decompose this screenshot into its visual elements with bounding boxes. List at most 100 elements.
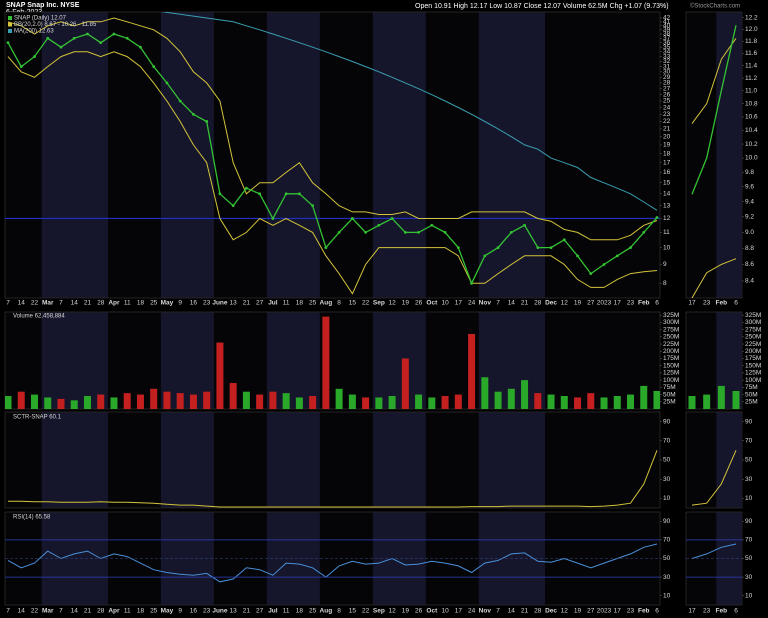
panel bbox=[4, 11, 661, 299]
x-tick-label: Mar bbox=[42, 300, 54, 307]
bb-upper bbox=[691, 38, 737, 124]
y-tick-label: 90 bbox=[663, 418, 671, 425]
panel-title: RSI(14) 65.58 bbox=[13, 515, 51, 521]
volume-bar bbox=[415, 394, 423, 409]
legend-label: BB(20,2.0) 8.67 - 10.26 - 11.85 bbox=[14, 22, 97, 28]
y-tick-label: 50M bbox=[663, 391, 676, 398]
price-point bbox=[377, 223, 381, 227]
x-tick-label: Aug bbox=[320, 300, 333, 307]
price-point bbox=[46, 36, 50, 40]
bb-lower bbox=[7, 51, 658, 295]
x-tick-label: Dec bbox=[545, 300, 557, 307]
y-tick-label: 50 bbox=[745, 457, 753, 464]
y-tick-label: 50 bbox=[745, 555, 753, 562]
x-tick-label: 12 bbox=[388, 608, 396, 615]
x-tick-label: 16 bbox=[190, 300, 198, 307]
y-tick-label: 36 bbox=[663, 39, 671, 46]
x-tick-label: 23 bbox=[627, 608, 635, 615]
y-tick-label: 11.8 bbox=[745, 38, 758, 45]
y-tick-label: 40 bbox=[663, 23, 671, 30]
x-tick-label: 26 bbox=[415, 608, 423, 615]
x-tick-label: 25 bbox=[309, 608, 317, 615]
volume-bar bbox=[454, 394, 462, 409]
price-point bbox=[192, 112, 195, 116]
x-tick-label: Feb bbox=[716, 300, 728, 307]
y-tick-label: 37 bbox=[663, 35, 671, 42]
volume-bar bbox=[83, 396, 91, 409]
volume-bar bbox=[322, 316, 330, 409]
volume-bar bbox=[600, 397, 608, 409]
y-tick-label: 250M bbox=[745, 334, 761, 341]
x-tick-label: 13 bbox=[230, 300, 238, 307]
x-tick-label: 22 bbox=[31, 300, 39, 307]
y-tick-label: 17 bbox=[663, 159, 671, 166]
inset-plot bbox=[691, 543, 737, 559]
bb-upper bbox=[7, 17, 658, 241]
volume-bar bbox=[309, 396, 317, 409]
volume-bar bbox=[732, 390, 740, 409]
price-point bbox=[523, 223, 526, 227]
x-tick-label: May bbox=[161, 608, 174, 615]
price-point bbox=[284, 192, 288, 196]
series-line bbox=[7, 33, 658, 285]
x-tick-label: 19 bbox=[574, 608, 582, 615]
y-tick-label: 150M bbox=[745, 362, 761, 369]
volume-bar bbox=[613, 396, 621, 409]
x-tick-label: Sep bbox=[373, 608, 385, 615]
price-point bbox=[245, 186, 248, 190]
price-point bbox=[152, 65, 156, 68]
price-point bbox=[19, 65, 23, 68]
x-tick-label: 16 bbox=[190, 608, 198, 615]
price-point bbox=[324, 246, 328, 250]
legend-swatch bbox=[8, 16, 12, 20]
y-tick-label: 11.2 bbox=[745, 75, 758, 82]
y-tick-label: 70 bbox=[663, 537, 671, 544]
x-tick-label: Feb bbox=[638, 300, 650, 307]
x-tick-label: 21 bbox=[521, 608, 529, 615]
x-tick-label: 23 bbox=[703, 608, 711, 615]
month-stripe bbox=[372, 12, 426, 298]
volume-bar bbox=[348, 394, 356, 409]
x-tick-label: 12 bbox=[388, 300, 396, 307]
y-tick-label: 10.2 bbox=[745, 141, 758, 148]
x-tick-label: 13 bbox=[230, 608, 238, 615]
x-tick-label: 19 bbox=[574, 300, 582, 307]
y-tick-label: 31 bbox=[663, 63, 671, 70]
y-tick-label: 18 bbox=[663, 150, 671, 157]
x-tick-label: 7 bbox=[496, 608, 500, 615]
price-point bbox=[33, 55, 36, 58]
y-tick-label: 200M bbox=[745, 348, 761, 355]
legend-label: MA(200) 12.63 bbox=[14, 29, 54, 35]
x-tick-label: Sep bbox=[373, 300, 385, 307]
series-line bbox=[160, 12, 658, 211]
y-tick-label: 275M bbox=[663, 326, 679, 333]
y-tick-label: 11.4 bbox=[745, 62, 758, 69]
y-tick-label: 19 bbox=[663, 142, 671, 149]
volume-bar bbox=[375, 397, 383, 409]
volume-bar bbox=[401, 358, 409, 409]
panel-title: SCTR-SNAP 60.1 bbox=[13, 415, 62, 421]
month-stripe bbox=[266, 12, 320, 298]
y-tick-label: 10 bbox=[745, 495, 753, 502]
y-tick-label: 12.2 bbox=[745, 14, 758, 21]
month-stripe bbox=[41, 412, 108, 508]
y-tick-label: 25 bbox=[663, 98, 671, 105]
y-tick-label: 10 bbox=[663, 592, 671, 599]
price-point bbox=[112, 32, 116, 36]
volume-bar bbox=[507, 388, 515, 409]
x-tick-label: 7 bbox=[59, 608, 63, 615]
y-tick-label: 29 bbox=[663, 74, 671, 81]
y-tick-label: 100M bbox=[663, 377, 679, 384]
x-tick-label: 22 bbox=[362, 300, 370, 307]
y-tick-label: 300M bbox=[663, 319, 679, 326]
y-tick-label: 35 bbox=[663, 44, 671, 51]
x-tick-label: Nov bbox=[479, 608, 492, 615]
y-tick-label: 75M bbox=[663, 384, 676, 391]
y-tick-label: 38 bbox=[663, 31, 671, 38]
y-tick-label: 11.0 bbox=[745, 88, 758, 95]
volume-bar bbox=[242, 391, 250, 409]
volume-bar bbox=[269, 391, 277, 409]
x-tick-label: Apr bbox=[108, 608, 120, 615]
x-tick-label: June bbox=[212, 300, 228, 307]
x-tick-label: 19 bbox=[402, 300, 410, 307]
